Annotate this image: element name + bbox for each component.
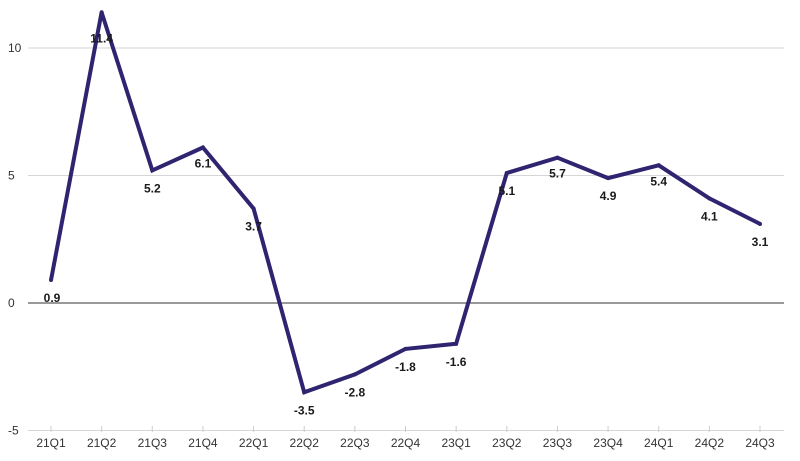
data-point	[707, 196, 712, 201]
data-label: 5.7	[549, 167, 566, 181]
x-tick-label: 23Q3	[543, 436, 573, 450]
data-label: -1.6	[446, 355, 467, 369]
data-label: 3.7	[245, 220, 262, 234]
data-point	[606, 176, 611, 181]
data-label: 5.2	[144, 181, 161, 195]
x-tick-label: 21Q4	[188, 436, 218, 450]
data-point	[758, 221, 762, 226]
data-point	[403, 346, 408, 351]
data-point	[99, 10, 104, 15]
data-label: 3.1	[752, 235, 769, 249]
y-tick-label: 5	[8, 169, 15, 183]
data-label: -3.5	[294, 403, 315, 417]
data-point	[150, 168, 155, 173]
y-tick-label: 0	[8, 296, 15, 310]
series-line	[49, 11, 761, 395]
data-point	[200, 145, 205, 150]
x-tick-label: 24Q3	[745, 436, 775, 450]
x-tick-label: 24Q2	[695, 436, 725, 450]
x-tick-label: 21Q3	[138, 436, 168, 450]
x-tick-label: 23Q4	[593, 436, 623, 450]
x-tick-label: 21Q1	[36, 436, 66, 450]
x-tick-label: 22Q4	[391, 436, 421, 450]
x-tick-label: 23Q2	[492, 436, 522, 450]
x-tick-label: 23Q1	[441, 436, 471, 450]
data-label: 4.1	[701, 209, 718, 223]
data-point	[251, 206, 256, 211]
x-tick-label: 22Q1	[239, 436, 269, 450]
x-tick-label: 21Q2	[87, 436, 117, 450]
y-tick-label: -5	[8, 424, 19, 438]
data-label: 6.1	[195, 156, 212, 170]
data-point	[555, 155, 560, 160]
data-label: -2.8	[345, 385, 366, 399]
series-line-layer	[49, 10, 762, 395]
y-tick-label: 10	[8, 41, 22, 55]
data-point	[656, 163, 661, 168]
data-label: 11.4	[90, 31, 113, 45]
data-point	[302, 390, 307, 395]
x-tick-label: 24Q1	[644, 436, 674, 450]
data-label: 4.9	[600, 189, 617, 203]
data-label-layer: 0.9 11.4 5.2 6.1 3.7 -3.5 -2.8 -1.8 -1.6 5.1 5.7 4.…	[44, 31, 769, 417]
data-label: 0.9	[44, 291, 61, 305]
x-tick-label: 22Q3	[340, 436, 370, 450]
data-label: 5.1	[498, 184, 515, 198]
data-point	[504, 170, 509, 175]
y-axis-ticks: -5 0 5 10	[8, 41, 22, 438]
data-label: 5.4	[650, 174, 667, 188]
data-point	[454, 341, 459, 346]
x-axis-ticks: 21Q1 21Q2 21Q3 21Q4 22Q1 22Q2 22Q3 22Q4 23Q1 23Q2…	[36, 426, 775, 450]
data-point	[49, 278, 53, 283]
data-label: -1.8	[395, 360, 416, 374]
data-point	[352, 372, 357, 377]
x-tick-label: 22Q2	[290, 436, 320, 450]
